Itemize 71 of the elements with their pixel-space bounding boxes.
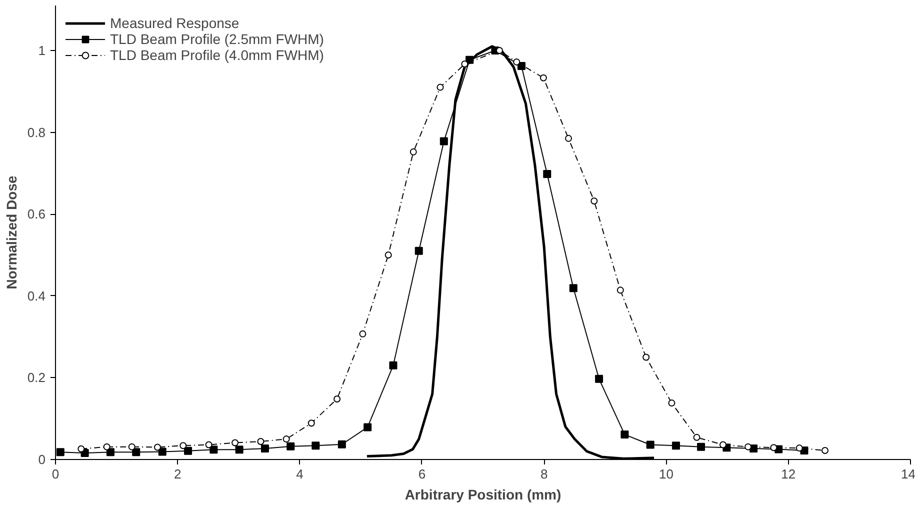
point <box>595 374 604 383</box>
point <box>436 84 444 91</box>
point <box>210 446 218 454</box>
y-tick-label: 0.4 <box>27 288 46 304</box>
point <box>410 148 417 156</box>
point <box>796 444 803 452</box>
legend-label: TLD Beam Profile (4.0mm FWHM) <box>110 47 324 63</box>
point <box>440 137 448 146</box>
point <box>334 395 341 402</box>
point <box>106 448 114 456</box>
x-tick-label: 12 <box>781 466 796 482</box>
point <box>128 443 136 450</box>
point <box>286 442 295 450</box>
point <box>517 62 526 70</box>
legend-label: Measured Response <box>110 15 240 31</box>
point <box>414 246 423 255</box>
x-tick-label: 2 <box>174 466 182 482</box>
point <box>693 434 700 441</box>
x-tick-label: 8 <box>540 466 548 482</box>
point <box>282 436 290 443</box>
point <box>569 284 578 292</box>
point <box>260 444 269 452</box>
point <box>235 446 244 454</box>
point <box>646 440 654 449</box>
point <box>257 438 264 445</box>
point <box>744 443 752 450</box>
x-tick-label: 10 <box>658 466 674 482</box>
point <box>513 58 520 66</box>
x-tick-label: 0 <box>52 466 60 482</box>
point <box>180 442 187 450</box>
point <box>338 440 346 448</box>
point <box>389 361 398 370</box>
point <box>642 354 650 361</box>
x-tick-label: 4 <box>296 466 304 482</box>
point <box>132 448 140 456</box>
point <box>543 170 552 178</box>
y-tick-label: 0.8 <box>27 124 46 140</box>
point <box>359 330 366 338</box>
point <box>205 441 212 448</box>
point <box>668 400 676 407</box>
point <box>620 430 629 439</box>
x-axis-title: Arbitrary Position (mm) <box>404 486 562 502</box>
point <box>590 198 598 204</box>
point <box>232 439 239 446</box>
y-tick-label: 0 <box>38 452 46 467</box>
point <box>770 444 778 452</box>
point <box>616 286 624 294</box>
point <box>78 445 85 452</box>
y-tick-label: 1 <box>38 42 46 58</box>
point <box>154 444 161 451</box>
y-tick-label: 0.6 <box>27 206 46 222</box>
point <box>312 442 320 450</box>
y-tick-label: 0.2 <box>27 370 46 386</box>
point <box>720 441 727 448</box>
point <box>697 442 706 451</box>
point <box>103 443 110 450</box>
y-axis-title: Normalized Dose <box>3 175 20 290</box>
point <box>184 446 192 455</box>
x-tick-label: 14 <box>901 466 916 482</box>
point <box>461 60 468 68</box>
point <box>56 448 64 456</box>
legend-label: TLD Beam Profile (2.5mm FWHM) <box>110 31 324 47</box>
x-tick-label: 6 <box>418 466 426 482</box>
point <box>540 74 547 82</box>
point <box>308 420 315 427</box>
point <box>672 442 680 450</box>
point <box>364 423 372 432</box>
point <box>822 447 828 454</box>
point <box>565 134 572 142</box>
point <box>384 252 392 258</box>
point <box>158 448 166 456</box>
